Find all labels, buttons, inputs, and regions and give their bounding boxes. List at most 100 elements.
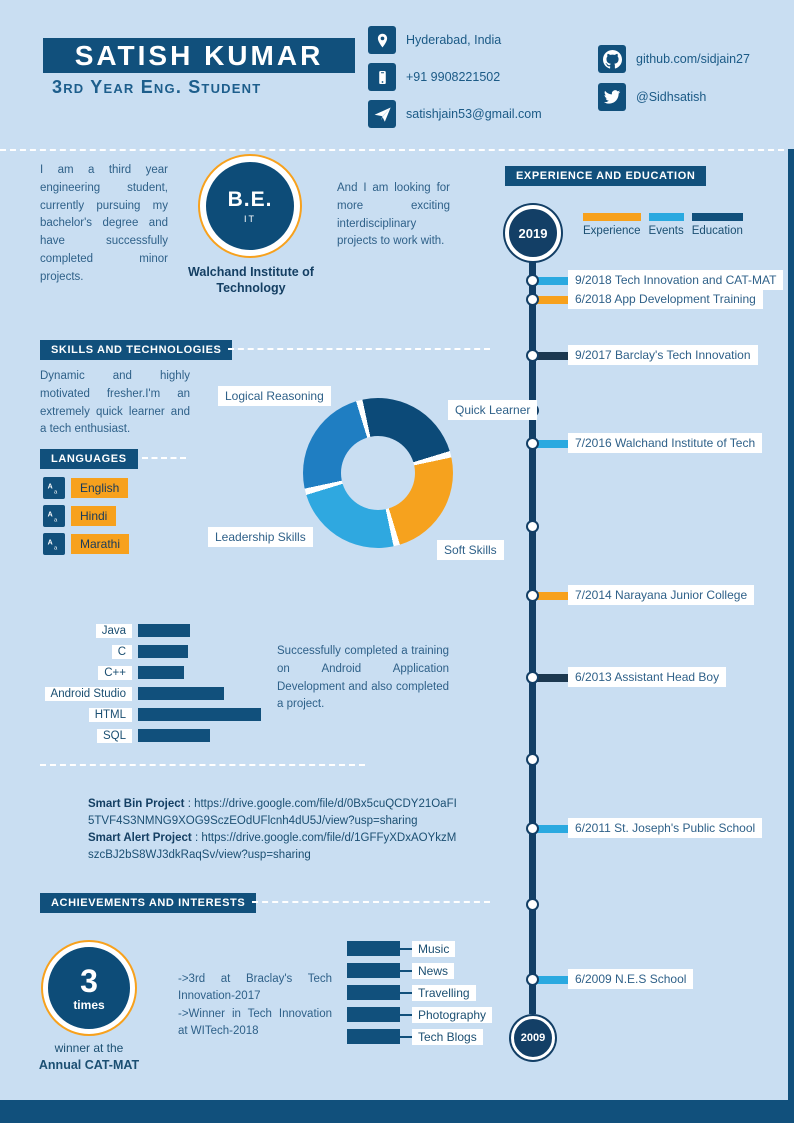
timeline-entry-date: 9/2018 [575,273,612,287]
language-chip: Hindi [71,506,117,526]
timeline-node-dot [526,520,539,533]
timeline-start-year: 2019 [505,205,561,261]
donut-label: Logical Reasoning [218,386,331,406]
twitter-icon [598,83,626,111]
interest-connector [400,947,412,950]
timeline-entry-title: Walchand Institute of Tech [615,436,756,450]
icon-row: satishjain53@gmail.com [368,100,542,128]
timeline-entry-date: 9/2017 [575,348,612,362]
contact-text[interactable]: github.com/sidjain27 [636,52,750,66]
timeline-node-dot [526,671,539,684]
timeline-tick-events [536,825,568,833]
project-item: Smart Bin Project : https://drive.google… [88,798,457,827]
legend-item: Events [648,213,684,237]
degree-title: B.E. [227,188,273,211]
achievement-note: ->3rd at Braclay's Tech Innovation-2017 [178,973,332,1003]
bar [138,624,190,637]
timeline-entry: 9/2018 Tech Innovation and CAT-MAT [568,270,784,290]
bar [138,666,184,679]
bar-row: C++ [30,665,261,680]
bar-label: C [111,644,132,659]
achievement-notes: ->3rd at Braclay's Tech Innovation-2017 -… [178,971,332,1040]
bar-row: HTML [30,707,261,722]
donut-label: Soft Skills [437,540,504,560]
name-banner: SATISH KUMAR [43,38,355,73]
project-link[interactable]: https://drive.google.com/file/d/0Bx5cuQC… [88,798,457,827]
award-caption: winner at the Annual CAT-MAT [29,1040,149,1074]
skills-donut [303,398,453,548]
bar [138,645,188,658]
timeline-start-badge: 2019 [503,203,563,263]
timeline-end-year: 2009 [511,1016,555,1060]
legend-label: Events [648,225,684,237]
person-subtitle: 3rd Year Eng. Student [52,77,262,97]
interest-row: Travelling [347,984,492,1001]
degree-badge: B.E. IT [198,154,302,258]
bar [138,729,210,742]
bar [138,687,224,700]
timeline-node-dot [526,349,539,362]
interest-label: News [412,962,455,979]
paper-plane-icon [368,100,396,128]
contact-text[interactable]: @Sidhsatish [636,90,707,104]
legend-swatch [691,213,743,221]
timeline-entry: 7/2014 Narayana Junior College [568,585,755,605]
section-skills-title: SKILLS AND TECHNOLOGIES [40,340,233,360]
degree-caption: Walchand Institute of Technology [188,265,314,295]
language-chip: English [71,478,129,498]
footer-bar [0,1100,794,1123]
icon-row: Hyderabad, India [368,26,542,54]
award-count: 3 [80,962,98,999]
achievement-note: ->Winner in Tech Innovation at WITech-20… [178,1007,332,1037]
timeline-entry-title: Narayana Junior College [615,588,748,602]
project-item: Smart Alert Project : https://drive.goog… [88,832,457,862]
svg-text:a: a [54,517,58,523]
interest-row: Photography [347,1006,493,1023]
award-unit: times [73,997,105,1012]
interest-label: Tech Blogs [412,1028,483,1045]
timeline-entry-title: Barclay's Tech Innovation [615,348,751,362]
icon-row: +91 9908221502 [368,63,542,91]
interest-connector [400,1013,412,1016]
svg-text:a: a [54,545,58,551]
header-divider [0,149,794,151]
timeline-node-dot [526,274,539,287]
person-name: SATISH KUMAR [74,39,324,71]
bar-label: HTML [88,707,132,722]
timeline-entry-date: 6/2011 [575,821,611,835]
bar-row: C [30,644,261,659]
contact-text[interactable]: satishjain53@gmail.com [406,107,542,121]
timeline-node-dot [526,437,539,450]
about-looking: And I am looking for more exciting inter… [337,182,450,248]
timeline-tick-experience [536,296,568,304]
project-link[interactable]: https://drive.google.com/file/d/1GFFyXDx… [88,832,457,862]
timeline-node-dot [526,898,539,911]
legend-item: Experience [583,213,641,237]
timeline-entry-title: App Development Training [614,292,756,306]
section-timeline-title: EXPERIENCE AND EDUCATION [505,166,707,186]
project-list: Smart Bin Project : https://drive.google… [88,796,460,865]
svg-text:a: a [54,489,58,495]
interest-connector [400,1035,412,1038]
timeline-entry: 7/2016 Walchand Institute of Tech [568,433,763,453]
timeline-entry-date: 7/2016 [575,436,612,450]
bar-row: SQL [30,728,261,743]
bar-label: Android Studio [44,686,132,701]
timeline-tick-education [536,352,568,360]
interest-bar [347,985,400,1000]
location-pin-icon [368,26,396,54]
legend-swatch [583,213,641,221]
bar-row: Java [30,623,261,638]
interest-connector [400,991,412,994]
timeline-node-dot [526,293,539,306]
timeline-line [529,262,536,1014]
timeline-entry: 6/2009 N.E.S School [568,969,694,989]
contact-text: +91 9908221502 [406,70,501,84]
timeline-end-badge: 2009 [509,1014,557,1062]
timeline-entry-title: Assistant Head Boy [614,670,720,684]
